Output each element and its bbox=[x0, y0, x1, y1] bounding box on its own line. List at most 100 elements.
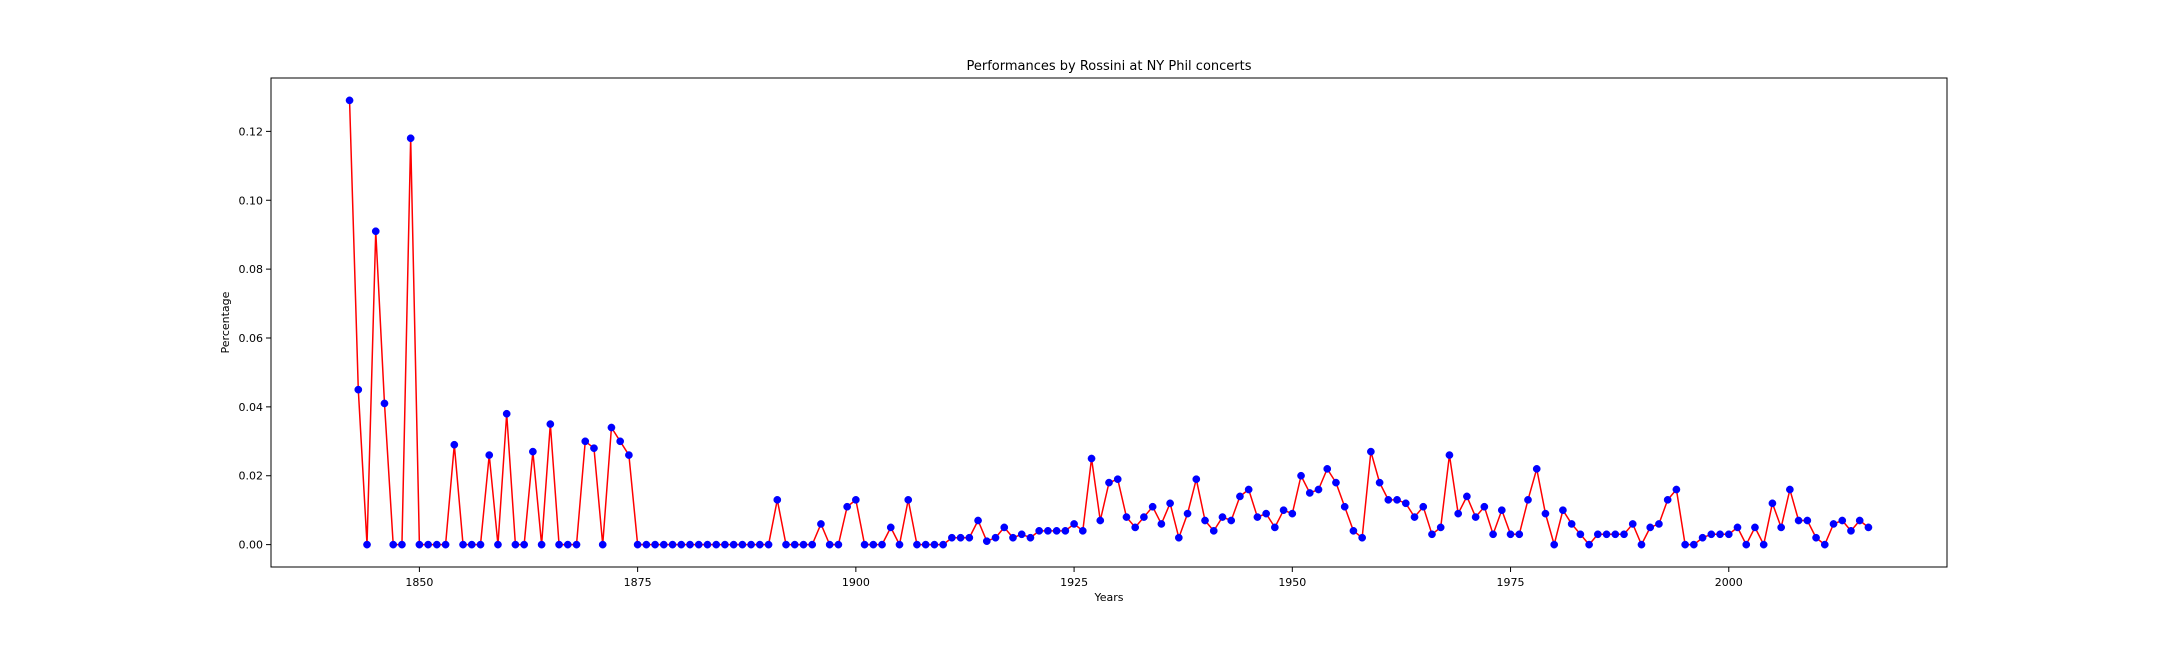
data-point bbox=[1174, 533, 1183, 542]
data-point bbox=[371, 227, 380, 236]
chart-title: Performances by Rossini at NY Phil conce… bbox=[966, 59, 1251, 74]
data-point bbox=[1367, 447, 1375, 456]
data-point bbox=[1620, 530, 1628, 539]
y-tick-label: 0.12 bbox=[239, 125, 264, 138]
x-tick-label: 1975 bbox=[1497, 576, 1525, 589]
data-point bbox=[1637, 540, 1646, 549]
data-point bbox=[1166, 499, 1174, 508]
data-point bbox=[1227, 516, 1236, 525]
x-tick-label: 2000 bbox=[1715, 576, 1743, 589]
data-point bbox=[1515, 530, 1524, 539]
data-point bbox=[1183, 509, 1192, 518]
data-point bbox=[1157, 520, 1166, 528]
data-point bbox=[1751, 523, 1759, 532]
data-point bbox=[406, 134, 415, 143]
y-axis-label: Percentage bbox=[219, 291, 232, 353]
data-point bbox=[799, 540, 808, 549]
data-point bbox=[1393, 496, 1401, 504]
data-point bbox=[1410, 513, 1419, 521]
data-point bbox=[1567, 520, 1576, 528]
data-point bbox=[363, 540, 371, 549]
data-point bbox=[555, 540, 563, 549]
data-point bbox=[860, 540, 869, 549]
data-point bbox=[398, 540, 406, 549]
x-tick-label: 1900 bbox=[842, 576, 870, 589]
data-point bbox=[834, 540, 843, 549]
data-point bbox=[1463, 492, 1471, 501]
data-point bbox=[1061, 526, 1070, 535]
data-point bbox=[1297, 471, 1305, 480]
data-point bbox=[1585, 540, 1593, 549]
data-point bbox=[677, 540, 686, 549]
data-point bbox=[1070, 520, 1078, 528]
data-point bbox=[869, 540, 878, 549]
data-point bbox=[1340, 502, 1349, 511]
data-point bbox=[581, 437, 590, 446]
data-point bbox=[485, 451, 494, 459]
data-point bbox=[1812, 533, 1820, 542]
data-point bbox=[1602, 530, 1611, 539]
data-point bbox=[625, 451, 633, 459]
data-point bbox=[1768, 499, 1777, 508]
y-tick-label: 0.04 bbox=[239, 401, 264, 414]
data-point bbox=[1445, 451, 1454, 459]
data-point bbox=[1140, 513, 1148, 521]
data-point bbox=[450, 440, 459, 449]
data-point bbox=[651, 540, 659, 549]
data-point bbox=[1017, 530, 1026, 539]
data-point bbox=[1428, 530, 1436, 539]
data-point bbox=[1550, 540, 1559, 549]
data-point bbox=[1087, 454, 1096, 463]
data-point bbox=[415, 540, 424, 549]
data-point bbox=[345, 96, 354, 105]
data-point bbox=[529, 447, 537, 456]
data-point bbox=[607, 423, 616, 432]
data-point bbox=[537, 540, 546, 549]
data-point bbox=[1323, 465, 1332, 473]
data-point bbox=[642, 540, 651, 549]
data-point bbox=[1148, 502, 1157, 511]
data-point bbox=[1078, 526, 1087, 535]
data-point bbox=[659, 540, 668, 549]
data-point bbox=[886, 523, 895, 532]
data-point bbox=[1244, 485, 1253, 494]
data-point bbox=[502, 409, 511, 418]
data-point bbox=[1829, 520, 1838, 528]
data-point bbox=[1742, 540, 1751, 549]
data-point bbox=[825, 540, 834, 549]
data-point bbox=[563, 540, 572, 549]
data-point bbox=[1192, 475, 1201, 484]
data-point bbox=[1628, 520, 1637, 528]
data-point bbox=[1707, 530, 1716, 539]
data-point bbox=[852, 496, 860, 504]
data-point bbox=[1209, 526, 1218, 535]
data-point bbox=[694, 540, 703, 549]
data-point bbox=[974, 516, 982, 525]
data-point bbox=[520, 540, 529, 549]
data-point bbox=[1532, 465, 1541, 473]
y-tick-label: 0.08 bbox=[239, 263, 264, 276]
data-point bbox=[1847, 526, 1855, 535]
data-point bbox=[1332, 478, 1340, 487]
data-point bbox=[1690, 540, 1698, 549]
data-point bbox=[1672, 485, 1681, 494]
data-point bbox=[1794, 516, 1803, 525]
data-point bbox=[843, 502, 851, 511]
data-point bbox=[712, 540, 721, 549]
data-point bbox=[982, 537, 991, 546]
data-point bbox=[1855, 516, 1864, 525]
data-point bbox=[1218, 513, 1227, 521]
data-point bbox=[1777, 523, 1786, 532]
y-tick-label: 0.00 bbox=[239, 539, 264, 552]
data-point bbox=[441, 540, 450, 549]
data-point bbox=[1375, 478, 1384, 487]
data-point bbox=[1436, 523, 1445, 532]
data-point bbox=[1271, 523, 1279, 532]
data-point bbox=[904, 496, 913, 504]
y-tick-label: 0.10 bbox=[239, 194, 264, 207]
data-point bbox=[1279, 506, 1288, 515]
data-point bbox=[939, 540, 948, 549]
